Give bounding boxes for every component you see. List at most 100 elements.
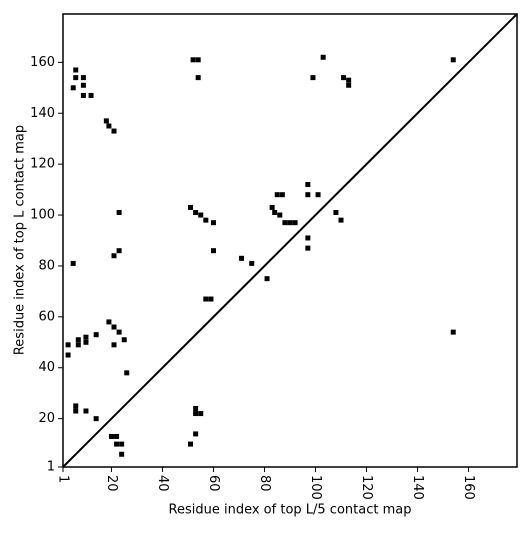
y-tick-label: 140 bbox=[30, 106, 55, 121]
diagonal bbox=[62, 13, 518, 468]
contact bbox=[119, 441, 125, 447]
contact bbox=[111, 342, 117, 348]
contact bbox=[193, 411, 199, 417]
y-tick-label: 160 bbox=[30, 55, 55, 70]
contact bbox=[111, 253, 117, 259]
contact bbox=[195, 75, 201, 81]
y-tick-label: 60 bbox=[38, 309, 55, 324]
x-tick-label: 100 bbox=[308, 475, 323, 500]
y-tick-label: 120 bbox=[30, 157, 55, 172]
contact bbox=[277, 212, 283, 218]
contact bbox=[83, 408, 89, 414]
contact bbox=[198, 411, 204, 417]
contact bbox=[208, 296, 214, 302]
contact bbox=[320, 54, 326, 60]
x-tick-label: 40 bbox=[155, 475, 170, 492]
contact bbox=[450, 329, 456, 335]
contact bbox=[305, 192, 311, 198]
x-tick-label: 20 bbox=[104, 475, 119, 492]
contact bbox=[305, 182, 311, 188]
contact bbox=[75, 342, 81, 348]
contact bbox=[279, 192, 285, 198]
contact bbox=[80, 82, 86, 88]
contact bbox=[305, 235, 311, 241]
x-axis-label: Residue index of top L/5 contact map bbox=[169, 503, 412, 518]
contact bbox=[124, 370, 130, 376]
contact bbox=[264, 276, 270, 282]
contact bbox=[249, 260, 255, 266]
contact bbox=[193, 210, 199, 216]
contact bbox=[188, 204, 194, 210]
contact bbox=[274, 192, 280, 198]
y-tick-label: 20 bbox=[38, 411, 55, 426]
contact bbox=[106, 319, 112, 325]
contact bbox=[203, 296, 209, 302]
contact bbox=[106, 123, 112, 129]
contact bbox=[111, 324, 117, 330]
contact bbox=[108, 433, 114, 439]
contact bbox=[346, 77, 352, 83]
x-tick-label: 80 bbox=[257, 475, 272, 492]
contact bbox=[188, 441, 194, 447]
contact bbox=[114, 441, 120, 447]
contact bbox=[287, 220, 293, 226]
contact bbox=[70, 85, 76, 91]
contact bbox=[305, 245, 311, 251]
contact bbox=[93, 332, 99, 338]
y-tick-label: 1 bbox=[47, 460, 55, 475]
contact bbox=[116, 248, 122, 254]
contact bbox=[80, 75, 86, 81]
contact bbox=[80, 92, 86, 98]
contact bbox=[195, 57, 201, 63]
contact bbox=[114, 433, 120, 439]
contact bbox=[210, 220, 216, 226]
contact bbox=[83, 339, 89, 345]
contact bbox=[73, 403, 79, 409]
contact bbox=[103, 118, 109, 124]
contact bbox=[73, 67, 79, 73]
contact bbox=[333, 210, 339, 216]
contact bbox=[269, 204, 275, 210]
contact bbox=[272, 210, 278, 216]
contact bbox=[111, 128, 117, 134]
x-tick-label: 140 bbox=[410, 475, 425, 500]
contact bbox=[65, 352, 71, 358]
contact bbox=[198, 212, 204, 218]
y-tick-label: 100 bbox=[30, 208, 55, 223]
y-axis-label: Residue index of top L contact map bbox=[13, 125, 28, 355]
contact bbox=[193, 431, 199, 437]
contact bbox=[121, 337, 127, 343]
contact bbox=[73, 75, 79, 81]
contact bbox=[341, 75, 347, 81]
contact bbox=[83, 334, 89, 340]
contact bbox=[193, 405, 199, 411]
x-tick-label: 1 bbox=[56, 475, 71, 483]
contact bbox=[70, 260, 76, 266]
x-tick-label: 120 bbox=[359, 475, 374, 500]
y-tick-label: 80 bbox=[38, 258, 55, 273]
y-tick-label: 40 bbox=[38, 360, 55, 375]
contact bbox=[75, 337, 81, 343]
contact bbox=[119, 451, 125, 457]
contact bbox=[210, 248, 216, 254]
x-tick-label: 160 bbox=[461, 475, 476, 500]
contact bbox=[116, 329, 122, 335]
contact bbox=[292, 220, 298, 226]
contact bbox=[310, 75, 316, 81]
contact bbox=[203, 217, 209, 223]
contact bbox=[88, 92, 94, 98]
contact bbox=[282, 220, 288, 226]
contact bbox=[73, 408, 79, 414]
contact bbox=[65, 342, 71, 348]
x-tick-label: 60 bbox=[206, 475, 221, 492]
contact bbox=[239, 255, 245, 261]
contact bbox=[450, 57, 456, 63]
plot-frame bbox=[62, 13, 518, 468]
contact bbox=[93, 416, 99, 422]
contact bbox=[190, 57, 196, 63]
contact bbox=[116, 210, 122, 216]
contact bbox=[315, 192, 321, 198]
contact bbox=[346, 82, 352, 88]
contact bbox=[338, 217, 344, 223]
